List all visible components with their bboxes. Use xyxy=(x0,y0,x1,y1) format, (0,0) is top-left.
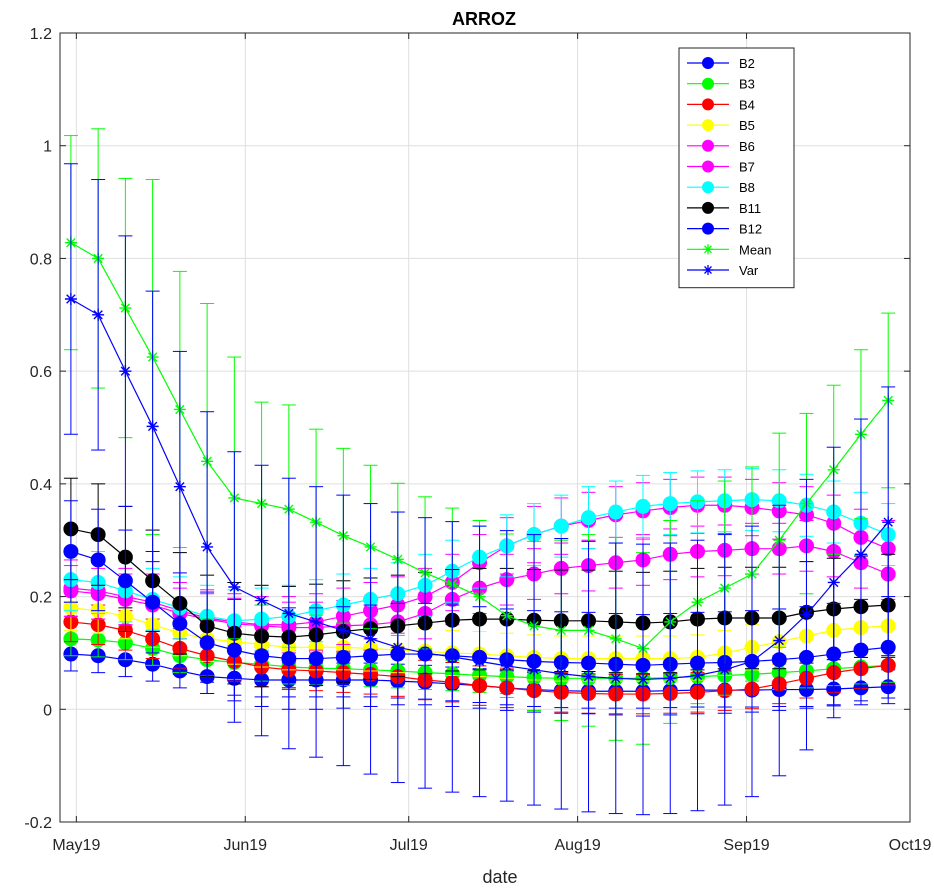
data-point xyxy=(419,646,432,659)
data-point xyxy=(581,510,597,526)
legend-marker xyxy=(702,119,714,132)
data-point xyxy=(228,580,241,593)
data-point xyxy=(146,420,159,433)
data-point xyxy=(662,496,678,512)
y-axis-ticks: -0.2 0 0.2 0.4 0.6 0.8 1 1.2 xyxy=(24,26,910,832)
data-point xyxy=(145,594,161,610)
legend-label: B8 xyxy=(739,180,755,195)
legend-label: B12 xyxy=(739,222,762,237)
legend-marker xyxy=(702,139,714,152)
y-tick-label: 0.8 xyxy=(30,251,52,268)
chart-title: ARROZ xyxy=(452,9,516,29)
legend-label: B2 xyxy=(739,56,755,71)
data-point xyxy=(773,634,786,647)
data-point xyxy=(528,663,541,676)
legend-box xyxy=(678,47,795,289)
legend-marker xyxy=(702,98,714,111)
data-point xyxy=(282,607,295,620)
legend-marker xyxy=(703,265,713,275)
legend-label: B5 xyxy=(739,118,755,133)
x-tick-label: Sep19 xyxy=(723,837,769,854)
legend-item-b7: B7 xyxy=(687,160,755,175)
legend-item-b12: B12 xyxy=(687,222,762,237)
legend-marker xyxy=(702,201,714,214)
legend-item-var: Var xyxy=(687,263,759,278)
data-point xyxy=(555,667,568,680)
x-tick-label: Jul19 xyxy=(390,837,428,854)
data-point xyxy=(63,543,79,559)
data-point xyxy=(691,669,704,682)
legend-item-b2: B2 xyxy=(687,56,755,71)
legend-item-b5: B5 xyxy=(687,118,755,133)
data-point xyxy=(800,608,813,621)
x-axis-ticks: May19 Jun19 Jul19 Aug19 Sep19 Oct19 xyxy=(52,33,931,854)
data-point xyxy=(854,548,867,561)
x-tick-label: May19 xyxy=(52,837,100,854)
y-tick-label: 0.6 xyxy=(30,364,52,381)
data-point xyxy=(173,480,186,493)
data-point xyxy=(90,552,106,568)
data-point xyxy=(582,670,595,683)
legend-marker xyxy=(702,77,714,90)
legend-item-b8: B8 xyxy=(687,180,755,195)
data-point xyxy=(637,673,650,686)
legend-label: Mean xyxy=(739,242,772,257)
data-point xyxy=(119,365,132,378)
plot-frame xyxy=(59,32,911,823)
y-tick-label: 0.4 xyxy=(30,477,52,494)
data-point xyxy=(553,518,569,534)
data-point xyxy=(635,498,651,514)
x-axis-title: date xyxy=(482,867,517,887)
legend-label: B7 xyxy=(739,160,755,175)
data-point xyxy=(364,632,377,645)
legend-marker xyxy=(702,57,714,69)
x-tick-label: Oct19 xyxy=(889,837,932,854)
series-var xyxy=(63,163,896,816)
data-point xyxy=(608,504,624,520)
data-point xyxy=(117,573,133,589)
legend-label: B4 xyxy=(739,97,755,112)
y-tick-label: 1.2 xyxy=(30,26,52,43)
y-tick-label: -0.2 xyxy=(24,815,52,832)
legend-item-b6: B6 xyxy=(687,139,755,154)
legend: B2 B3 B4 B5 B6 B7 B8 B11 B12 Mean Var xyxy=(678,47,795,289)
legend-item-b3: B3 xyxy=(687,77,755,92)
series-layer xyxy=(63,128,896,816)
legend-label: B11 xyxy=(739,201,761,216)
data-point xyxy=(201,540,214,553)
y-tick-label: 1 xyxy=(43,139,52,156)
data-point xyxy=(473,655,486,668)
x-tick-label: Aug19 xyxy=(554,837,600,854)
data-point xyxy=(64,293,77,306)
data-point xyxy=(92,308,105,321)
data-point xyxy=(255,594,268,607)
data-point xyxy=(500,659,513,672)
y-tick-label: 0.2 xyxy=(30,590,52,607)
data-point xyxy=(446,650,459,663)
data-point xyxy=(337,624,350,637)
data-point xyxy=(882,516,895,529)
data-point xyxy=(718,663,731,676)
legend-marker xyxy=(702,160,714,173)
data-point xyxy=(827,576,840,589)
legend-label: B6 xyxy=(739,139,755,154)
x-tick-label: Jun19 xyxy=(223,837,267,854)
data-point xyxy=(664,672,677,685)
legend-item-b11: B11 xyxy=(687,201,761,216)
legend-item-mean: Mean xyxy=(687,242,772,257)
legend-label: Var xyxy=(739,263,759,278)
legend-marker xyxy=(702,222,714,235)
y-tick-label: 0 xyxy=(43,702,52,719)
legend-marker xyxy=(702,181,714,194)
legend-item-b4: B4 xyxy=(687,97,755,112)
data-point xyxy=(745,655,758,668)
data-point xyxy=(310,615,323,628)
legend-marker xyxy=(703,244,713,255)
legend-label: B3 xyxy=(739,77,755,92)
data-point xyxy=(391,641,404,654)
data-point xyxy=(609,672,622,685)
